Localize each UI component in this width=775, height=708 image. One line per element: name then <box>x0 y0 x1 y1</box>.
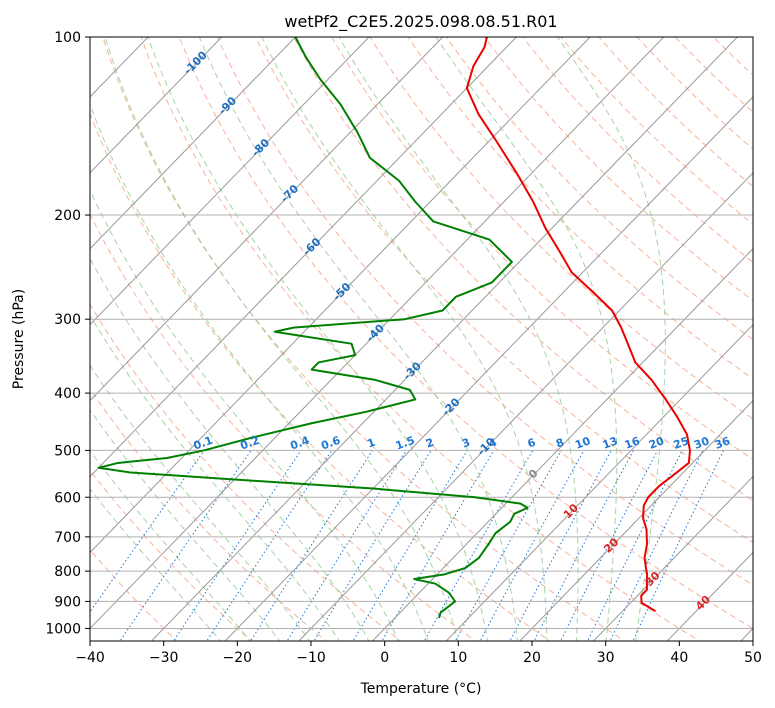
x-tick-label: −20 <box>223 650 253 666</box>
mixing-ratio-line <box>533 450 634 641</box>
mixing-ratio-label: 0.4 <box>288 434 311 453</box>
mixing-ratio-label: 1 <box>365 436 377 451</box>
y-tick-label: 800 <box>54 564 81 580</box>
mixing-ratio-line <box>173 450 302 641</box>
mixing-ratio-label: 0.2 <box>239 434 262 453</box>
dry-adiabat <box>445 37 753 341</box>
isotherm-line <box>90 37 665 630</box>
y-tick-label: 200 <box>54 208 81 224</box>
x-tick-label: 50 <box>744 650 762 666</box>
isotherm-line <box>371 248 753 641</box>
chart-title: wetPf2_C2E5.2025.098.08.51.R01 <box>284 12 557 32</box>
mixing-ratio-line <box>609 450 704 641</box>
mixing-ratio-label: 8 <box>554 436 566 451</box>
isotherm-line <box>592 475 753 641</box>
x-tick-label: −30 <box>149 650 179 666</box>
dry-adiabat <box>90 303 402 641</box>
y-tick-label: 100 <box>54 30 81 46</box>
isotherm-lines <box>0 32 753 644</box>
isotherm-line <box>90 37 591 554</box>
mixing-ratio-label: 16 <box>623 434 642 452</box>
dewpoint-line <box>97 37 529 619</box>
y-tick-label: 400 <box>54 386 81 402</box>
mixing-ratio-line <box>313 450 432 641</box>
y-tick-label: 500 <box>54 443 81 459</box>
mixing-ratio-label: 6 <box>526 436 538 451</box>
x-tick-label: −10 <box>296 650 326 666</box>
mixing-ratio-label: 1.5 <box>394 434 417 453</box>
x-tick-label: 10 <box>449 650 467 666</box>
moist-adiabat <box>90 257 370 641</box>
mixing-ratio-line <box>632 450 725 641</box>
mixing-ratio-line <box>90 450 205 613</box>
dry-adiabat <box>369 37 753 420</box>
isotherm-line <box>519 399 753 641</box>
x-tick-label: 0 <box>380 650 389 666</box>
dry-adiabat <box>293 37 753 502</box>
dry-adiabat <box>484 37 753 302</box>
mixing-ratio-label: 30 <box>692 434 711 452</box>
sounding-series <box>97 37 691 619</box>
y-axis-label: Pressure (hPa) <box>11 289 27 389</box>
isotherm-line <box>90 37 223 174</box>
isotherm-line <box>90 37 297 250</box>
mixing-ratio-line <box>509 450 612 641</box>
y-tick-label: 600 <box>54 490 81 506</box>
mixing-ratio-label: 0.1 <box>192 434 215 453</box>
mixing-ratio-label: 3 <box>460 436 472 451</box>
x-tick-label: 40 <box>670 650 688 666</box>
x-tick-label: −40 <box>75 650 105 666</box>
mixing-ratio-label: 25 <box>672 434 691 451</box>
y-tick-label: 900 <box>54 594 81 610</box>
isotherm-line <box>150 37 739 641</box>
mixing-ratio-line <box>381 450 495 641</box>
plot-area <box>90 37 753 641</box>
mixing-ratio-label: 10 <box>573 434 592 452</box>
y-axis: 100 200 300 400 500 600 700 800 900 1000 <box>45 30 90 637</box>
isotherm-line <box>90 37 370 326</box>
x-axis: −40 −30 −20 −10 0 10 20 30 40 50 <box>75 641 762 666</box>
mixing-ratio-label: 4 <box>487 436 499 451</box>
y-tick-label: 1000 <box>45 621 81 637</box>
x-tick-label: 20 <box>523 650 541 666</box>
y-tick-label: 300 <box>54 312 81 328</box>
isotherm-line <box>224 96 753 641</box>
mixing-ratio-label: 20 <box>647 434 666 452</box>
x-tick-label: 30 <box>597 650 615 666</box>
dry-adiabat <box>751 37 753 40</box>
mixing-ratio-line <box>206 450 333 641</box>
mixing-ratio-line <box>286 450 407 641</box>
isotherm-line <box>90 37 518 478</box>
mixing-ratio-label: 36 <box>713 434 732 452</box>
mixing-ratio-label: 2 <box>424 436 436 451</box>
plot-frame <box>89 36 754 642</box>
temperature-line <box>465 37 691 613</box>
isotherm-line <box>445 323 753 641</box>
isotherm-line <box>90 37 444 402</box>
isotherm-line <box>0 32 6 644</box>
isotherm-line <box>298 172 753 641</box>
y-tick-label: 700 <box>54 530 81 546</box>
dry-adiabat <box>407 37 753 380</box>
mixing-ratio-label: 13 <box>601 434 620 451</box>
mixing-ratio-label: 0.6 <box>319 434 342 453</box>
x-axis-label: Temperature (°C) <box>360 681 482 697</box>
